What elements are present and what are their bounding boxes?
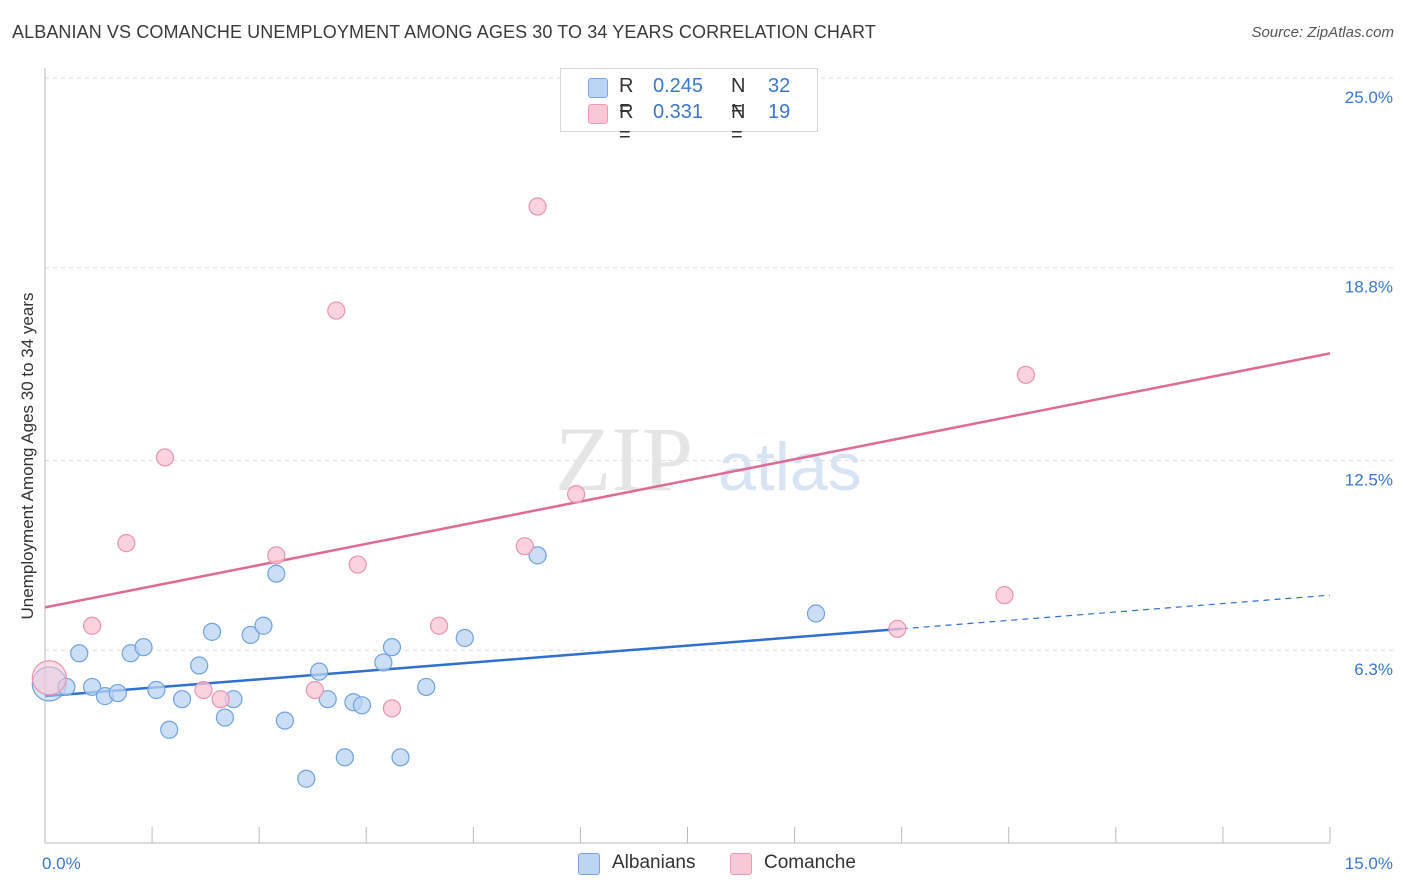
watermark-atlas: atlas: [718, 429, 862, 505]
point-comanche[interactable]: [995, 586, 1014, 605]
point-albanians[interactable]: [275, 711, 294, 730]
legend-n-value: 32: [768, 75, 791, 97]
point-albanians[interactable]: [160, 720, 179, 739]
point-comanche[interactable]: [515, 537, 534, 556]
point-albanians[interactable]: [391, 748, 410, 767]
point-albanians[interactable]: [108, 683, 127, 703]
legend-label-comanche: Comanche: [764, 852, 856, 873]
y-tick-label: 25.0%: [1345, 88, 1393, 107]
y-tick-label: 6.3%: [1354, 660, 1393, 679]
legend-r-label: R =: [619, 75, 634, 120]
legend-n-label: N =: [731, 75, 746, 120]
point-albanians[interactable]: [83, 677, 102, 697]
point-albanians[interactable]: [147, 680, 166, 700]
x-tick-label-max: 15.0%: [1345, 854, 1393, 873]
point-comanche[interactable]: [382, 699, 402, 718]
point-albanians[interactable]: [806, 604, 826, 623]
trend-line-albanians: [44, 627, 902, 698]
x-tick-label-min: 0.0%: [42, 854, 81, 873]
watermark: ZIP atlas: [555, 408, 862, 510]
chart-title: ALBANIAN VS COMANCHE UNEMPLOYMENT AMONG …: [12, 22, 876, 42]
point-albanians[interactable]: [241, 625, 260, 645]
point-comanche[interactable]: [31, 660, 67, 696]
point-comanche[interactable]: [567, 485, 586, 504]
point-albanians[interactable]: [297, 769, 316, 788]
legend-swatch-albanians: [588, 78, 608, 98]
point-albanians[interactable]: [172, 690, 192, 709]
y-tick-label: 18.8%: [1345, 278, 1393, 297]
point-albanians[interactable]: [417, 677, 436, 697]
legend-swatch-comanche: [588, 104, 608, 124]
point-comanche[interactable]: [305, 680, 324, 700]
point-comanche[interactable]: [211, 690, 230, 709]
point-albanians[interactable]: [318, 690, 337, 709]
point-albanians[interactable]: [267, 564, 286, 583]
legend-swatch-comanche: [730, 853, 752, 875]
trend-extension-albanians: [901, 594, 1331, 630]
source-label: Source: ZipAtlas.com: [1251, 24, 1394, 41]
legend-r-value: 0.331: [653, 101, 704, 123]
point-albanians[interactable]: [352, 696, 372, 715]
point-albanians[interactable]: [455, 628, 474, 648]
point-comanche[interactable]: [528, 197, 547, 216]
point-albanians[interactable]: [202, 622, 222, 641]
trend-lines: [44, 352, 1331, 698]
point-comanche[interactable]: [348, 555, 367, 574]
point-comanche[interactable]: [327, 301, 346, 320]
point-albanians[interactable]: [310, 662, 329, 681]
axes-layer: [44, 68, 1331, 844]
point-comanche[interactable]: [83, 616, 102, 635]
trend-line-comanche: [44, 352, 1331, 609]
legend-n-value: 19: [768, 101, 791, 123]
y-tick-label: 12.5%: [1345, 471, 1393, 490]
points-layer: [31, 99, 1035, 788]
legend-swatch-albanians: [578, 853, 600, 875]
point-albanians[interactable]: [382, 638, 402, 657]
point-albanians[interactable]: [134, 638, 153, 657]
y-axis-label: Unemployment Among Ages 30 to 34 years: [18, 292, 37, 620]
point-comanche[interactable]: [117, 534, 136, 553]
point-albanians[interactable]: [215, 708, 234, 727]
point-comanche[interactable]: [155, 448, 175, 467]
point-comanche[interactable]: [888, 619, 907, 638]
tick-labels: 6.3% 12.5% 18.8% 25.0% 0.0% 15.0%: [42, 88, 1393, 873]
point-albanians[interactable]: [190, 656, 209, 675]
point-comanche[interactable]: [194, 680, 213, 700]
point-albanians[interactable]: [374, 653, 393, 672]
point-albanians[interactable]: [70, 644, 89, 663]
point-albanians[interactable]: [528, 546, 547, 565]
legend-label-albanians: Albanians: [612, 852, 696, 873]
point-albanians[interactable]: [335, 748, 354, 767]
correlation-legend: R = 0.245 N = 32 R = 0.331 N = 19: [560, 68, 818, 146]
point-comanche[interactable]: [429, 616, 449, 635]
legend-n-label: N =: [731, 101, 746, 146]
point-comanche[interactable]: [267, 546, 286, 565]
point-albanians[interactable]: [254, 616, 273, 635]
legend-r-label: R =: [619, 101, 634, 146]
grid-layer: [45, 77, 1395, 651]
legend-r-value: 0.245: [653, 75, 704, 97]
point-comanche[interactable]: [1016, 365, 1035, 384]
